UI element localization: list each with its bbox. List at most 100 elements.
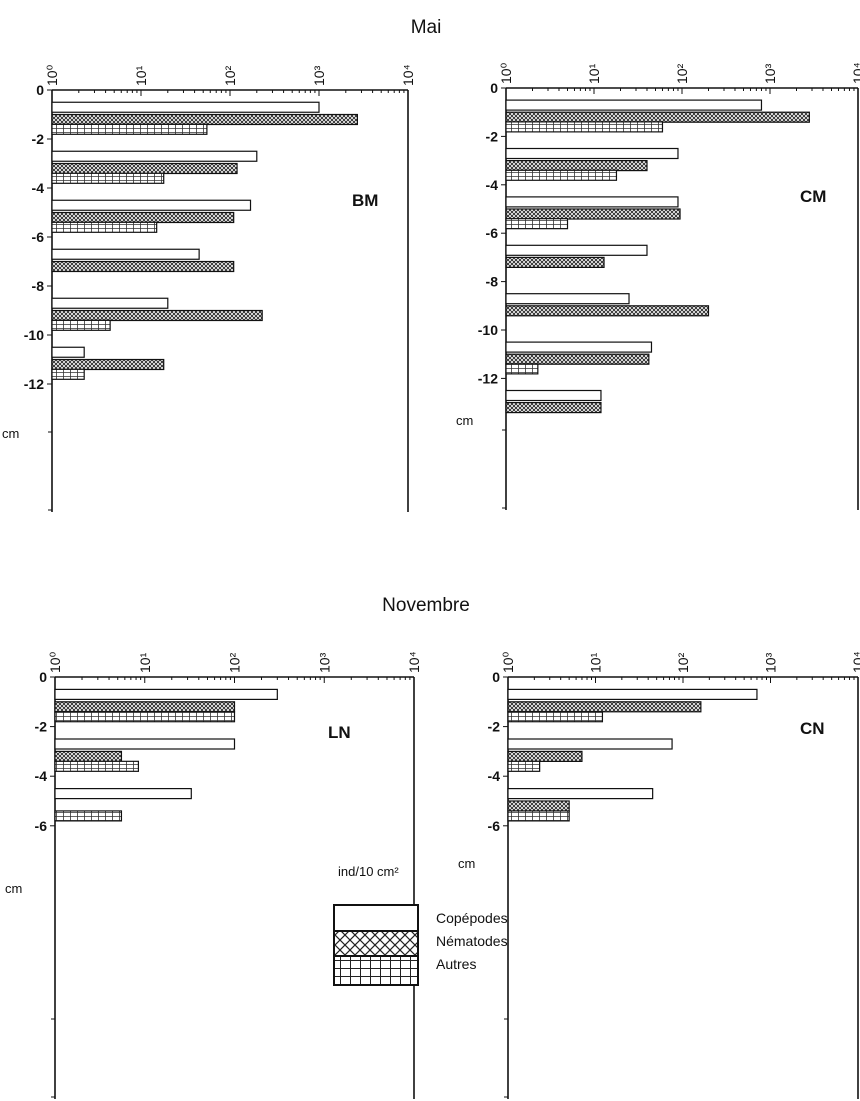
y-tick-label: -10: [478, 322, 498, 338]
bar-nematodes-2-4: [54, 750, 123, 763]
x-tick-label: 10³: [311, 65, 327, 86]
y-unit-label: cm: [456, 413, 473, 428]
bar-nematodes-6-8: [51, 260, 235, 273]
bar-copepodes-4-6: [507, 787, 654, 800]
panel-label: CM: [800, 187, 826, 206]
x-tick-label: 10⁰: [44, 64, 60, 86]
bar-autres-8-10: [51, 319, 111, 331]
chart-panels: 10⁰ 10¹ 10² 10³ 10⁴ 0 -2 -4 -6 -8 -10 -12 cm BM 10⁰ 10¹…: [2, 62, 860, 1099]
y-unit-label: cm: [2, 426, 19, 441]
bar-nematodes-6-8: [505, 256, 605, 268]
bar-copepodes-10-12: [51, 346, 85, 358]
bar-nematodes-12-14: [505, 402, 602, 414]
y-tick-label: -4: [488, 768, 501, 784]
x-tick-label: 10⁰: [500, 651, 516, 673]
bar-nematodes-0-2: [505, 111, 810, 123]
bar-copepodes-4-6: [505, 196, 679, 208]
bar-copepodes-0-2: [505, 99, 763, 111]
bar-copepodes-2-4: [505, 147, 679, 160]
bar-copepodes-6-8: [505, 244, 648, 256]
y-tick-label: -8: [32, 278, 45, 294]
title-novembre: Novembre: [382, 595, 470, 616]
x-tick-label: 10⁴: [850, 651, 860, 673]
bar-nematodes-10-12: [505, 353, 650, 365]
bar-autres-2-4: [505, 169, 618, 181]
x-tick-label: 10³: [763, 652, 779, 673]
panel-LN: 10⁰ 10¹ 10² 10³ 10⁴ 0 -2 -4 -6 cm LN: [5, 651, 422, 1099]
bar-copepodes-4-6: [51, 199, 252, 211]
bar-copepodes-2-4: [51, 150, 258, 162]
x-tick-label: 10⁴: [400, 64, 416, 86]
bar-copepodes-0-2: [507, 688, 758, 701]
bar-autres-4-6: [51, 221, 158, 233]
x-tick-label: 10²: [227, 652, 243, 673]
panel-label: BM: [352, 191, 378, 210]
bar-autres-4-6: [505, 218, 569, 230]
bar-autres-0-2: [505, 121, 664, 133]
bar-copepodes-8-10: [51, 297, 169, 309]
bar-nematodes-4-6: [51, 211, 235, 224]
y-tick-label: -6: [488, 818, 501, 834]
bar-copepodes-0-2: [51, 101, 320, 113]
legend: ind/10 cm² Copépodes Nématodes Autres: [333, 864, 508, 986]
bar-nematodes-2-4: [51, 162, 238, 175]
bar-autres-4-6: [54, 810, 123, 822]
bar-nematodes-8-10: [51, 309, 263, 322]
legend-label-nematodes: Nématodes: [436, 933, 508, 949]
bar-copepodes-0-2: [54, 688, 278, 701]
x-tick-label: 10⁰: [498, 62, 514, 84]
y-tick-label: 0: [39, 669, 47, 685]
bar-copepodes-4-6: [54, 787, 192, 800]
y-tick-label: 0: [492, 669, 500, 685]
bar-autres-2-4: [54, 760, 140, 772]
y-tick-label: 0: [490, 80, 498, 96]
x-tick-label: 10³: [762, 63, 778, 84]
y-tick-label: -2: [488, 719, 501, 735]
bar-copepodes-2-4: [54, 738, 236, 750]
y-tick-label: -2: [486, 128, 499, 144]
legend-unit: ind/10 cm²: [338, 864, 399, 879]
x-tick-label: 10⁴: [406, 651, 422, 673]
bar-nematodes-0-2: [51, 113, 358, 126]
y-tick-label: 0: [36, 82, 44, 98]
y-unit-label: cm: [5, 881, 22, 896]
bar-nematodes-4-6: [507, 800, 570, 812]
title-mai: Mai: [411, 17, 442, 38]
x-tick-label: 10¹: [586, 63, 602, 84]
y-tick-label: -2: [35, 719, 48, 735]
panel-label: LN: [328, 723, 351, 742]
legend-label-autres: Autres: [436, 956, 476, 972]
panel-CN: 10⁰ 10¹ 10² 10³ 10⁴ 0 -2 -4 -6 cm CN: [458, 651, 860, 1099]
bar-nematodes-2-4: [507, 750, 583, 763]
x-tick-label: 10⁴: [850, 62, 860, 84]
legend-swatch-copepodes: [333, 904, 419, 932]
legend-label-copepodes: Copépodes: [436, 910, 508, 926]
panel-BM: 10⁰ 10¹ 10² 10³ 10⁴ 0 -2 -4 -6 -8 -10 -12 cm BM: [2, 64, 416, 512]
x-tick-label: 10⁰: [47, 651, 63, 673]
y-tick-label: -2: [32, 131, 45, 147]
bar-autres-0-2: [54, 711, 236, 723]
x-tick-label: 10¹: [137, 652, 153, 673]
bar-autres-0-2: [507, 711, 604, 723]
x-tick-label: 10²: [222, 65, 238, 86]
y-tick-label: -12: [24, 376, 44, 392]
panel-CM: 10⁰ 10¹ 10² 10³ 10⁴ 0 -2 -4 -6 -8 -10 -12 cm CM: [456, 62, 860, 510]
bar-copepodes-10-12: [505, 341, 653, 353]
bar-nematodes-10-12: [51, 358, 165, 371]
y-unit-label: cm: [458, 856, 475, 871]
bar-nematodes-2-4: [505, 160, 648, 172]
bar-copepodes-8-10: [505, 293, 630, 305]
y-tick-label: -6: [486, 225, 499, 241]
x-tick-label: 10²: [675, 652, 691, 673]
legend-swatch-nematodes: [333, 930, 419, 957]
bar-autres-2-4: [507, 760, 541, 772]
y-tick-label: -6: [35, 818, 48, 834]
bar-nematodes-0-2: [507, 701, 702, 713]
y-tick-label: -12: [478, 370, 498, 386]
x-tick-label: 10¹: [133, 65, 149, 86]
x-tick-label: 10³: [316, 652, 332, 673]
y-tick-label: -8: [486, 274, 499, 290]
bar-copepodes-12-14: [505, 389, 602, 402]
bar-copepodes-2-4: [507, 738, 673, 750]
